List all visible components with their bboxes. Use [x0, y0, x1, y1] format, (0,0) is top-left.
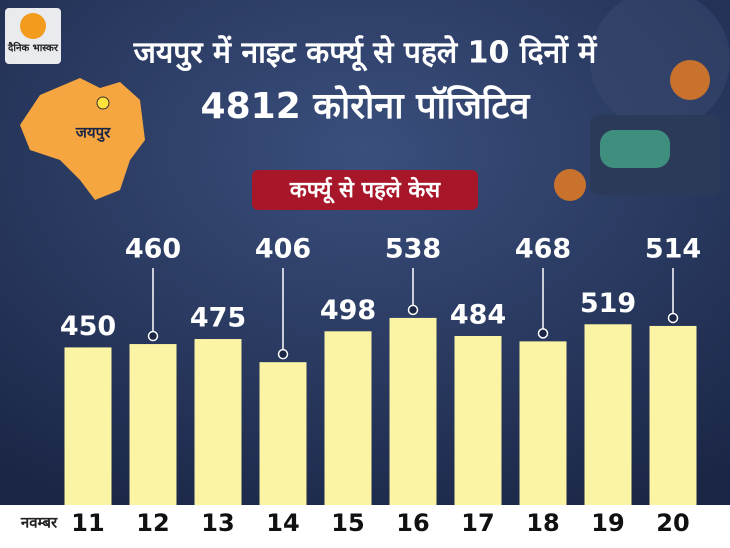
leader-dot	[667, 312, 679, 324]
leader-dot	[407, 304, 419, 316]
virus-decor	[670, 60, 710, 100]
value-label: 538	[385, 234, 441, 265]
bar	[519, 341, 567, 505]
bar	[129, 344, 177, 505]
bar	[324, 331, 372, 505]
map-dot	[96, 96, 110, 110]
value-label: 475	[190, 303, 246, 334]
x-tick-label: 14	[266, 509, 299, 537]
bar	[259, 362, 307, 505]
x-axis-label: नवम्बर	[20, 514, 58, 532]
value-label: 519	[580, 288, 636, 319]
chart-title: जयपुर में नाइट कर्फ्यू से पहले 10 दिनों …	[133, 35, 598, 72]
patient-decor	[600, 130, 670, 168]
value-label: 498	[320, 295, 376, 326]
x-tick-label: 20	[656, 509, 689, 537]
leader-dot	[537, 328, 549, 339]
value-label: 468	[515, 234, 571, 265]
bar	[389, 317, 437, 505]
axis-strip	[0, 505, 730, 548]
value-label: 450	[60, 311, 116, 342]
logo: दैनिक भास्कर	[7, 41, 59, 54]
x-tick-label: 18	[526, 509, 559, 537]
bar	[584, 324, 632, 505]
x-tick-label: 13	[201, 509, 234, 537]
map	[20, 78, 145, 200]
logo-sun	[20, 13, 46, 39]
x-tick-label: 11	[71, 509, 104, 537]
leader-dot	[147, 330, 159, 342]
map-label: जयपुर	[75, 124, 111, 143]
virus-decor	[554, 169, 586, 201]
bar	[649, 325, 697, 505]
value-label: 406	[255, 234, 311, 265]
value-label: 484	[450, 300, 506, 331]
value-label: 514	[645, 234, 701, 265]
badge-box	[252, 170, 478, 210]
bar	[64, 347, 112, 505]
chart-subtitle: 4812 कोरोना पॉजिटिव	[201, 85, 532, 127]
x-tick-label: 19	[591, 509, 624, 537]
bar	[194, 339, 242, 505]
x-tick-label: 17	[461, 509, 494, 537]
x-tick-label: 16	[396, 509, 429, 537]
leader-dot	[277, 348, 289, 360]
bar	[454, 336, 502, 505]
x-tick-label: 15	[331, 509, 364, 537]
value-label: 460	[125, 234, 181, 265]
badge: कर्फ्यू से पहले केस	[289, 176, 441, 204]
x-tick-label: 12	[136, 509, 169, 537]
